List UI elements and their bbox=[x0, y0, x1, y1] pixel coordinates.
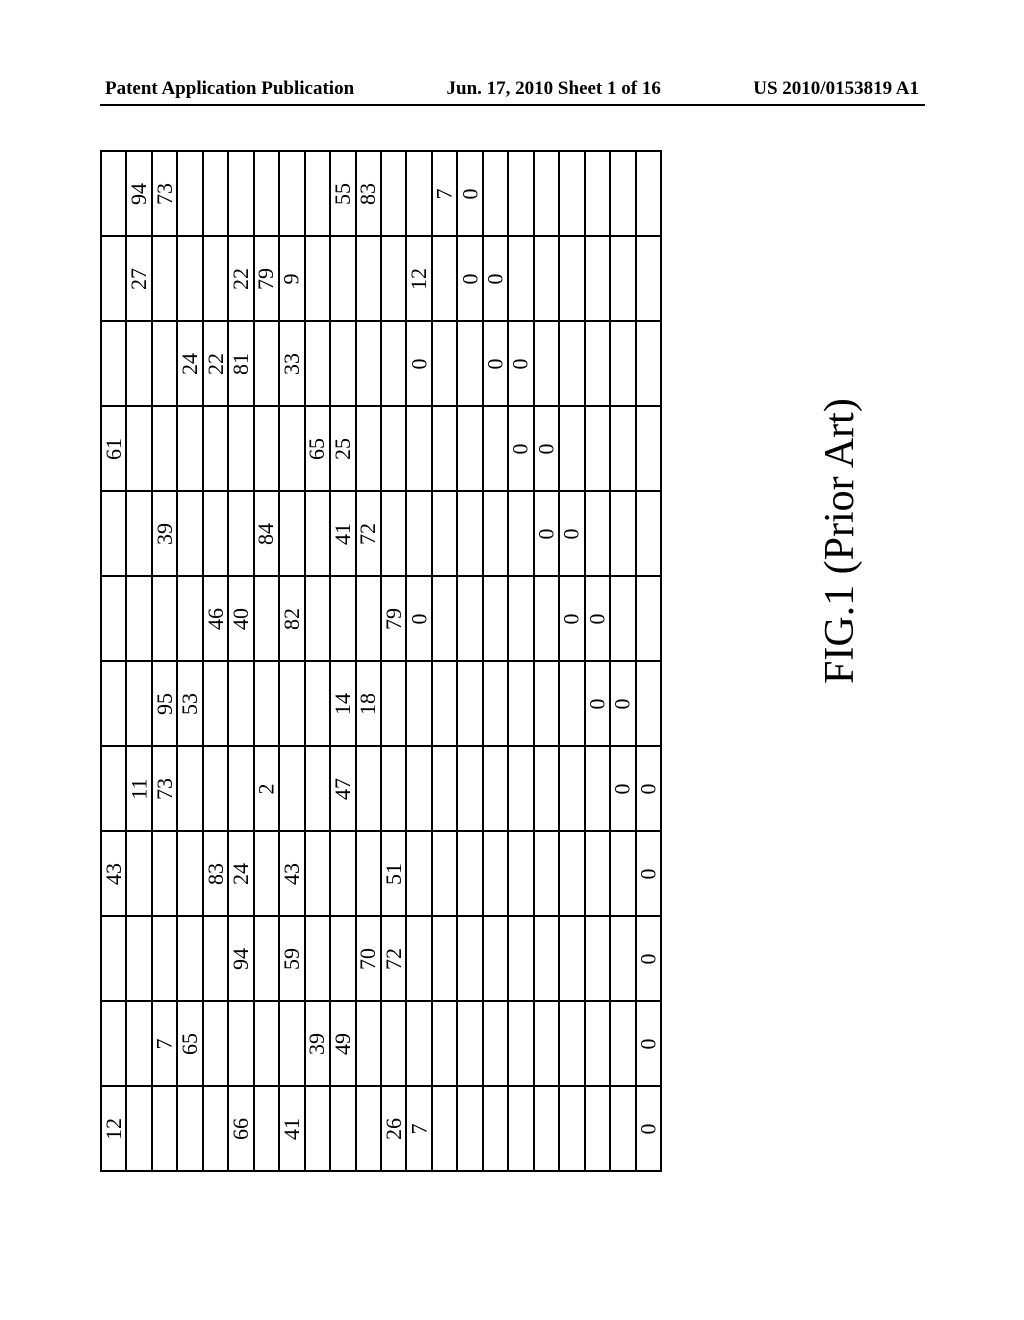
figure-caption: FIG.1 (Prior Art) bbox=[816, 398, 864, 684]
header-rule bbox=[100, 104, 925, 106]
header-left: Patent Application Publication bbox=[105, 78, 354, 100]
page-header: Patent Application Publication Jun. 17, … bbox=[0, 78, 1024, 100]
header-center: Jun. 17, 2010 Sheet 1 of 16 bbox=[447, 78, 661, 100]
header-right: US 2010/0153819 A1 bbox=[753, 78, 919, 100]
caption-wrap: FIG.1 (Prior Art) bbox=[0, 150, 1024, 1250]
